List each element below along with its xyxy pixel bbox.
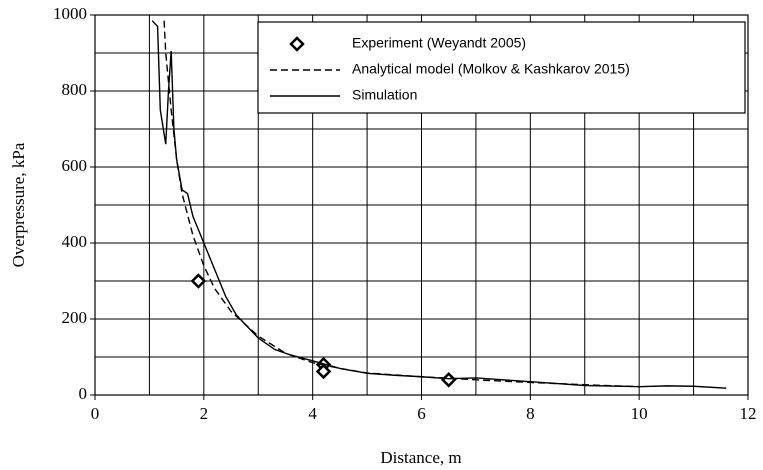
y-tick-label: 800 — [62, 80, 88, 99]
marker — [289, 36, 305, 52]
legend-label: Analytical model (Molkov & Kashkarov 201… — [352, 61, 630, 77]
y-tick-label: 200 — [62, 308, 88, 327]
x-tick-label: 8 — [526, 404, 535, 423]
y-axis-label: Overpressure, kPa — [9, 142, 28, 267]
y-tick-label: 600 — [62, 156, 88, 175]
x-tick-label: 10 — [631, 404, 648, 423]
data-line — [151, 20, 727, 389]
legend-box — [257, 21, 746, 114]
x-tick-label: 12 — [740, 404, 757, 423]
legend-label: Simulation — [352, 87, 417, 103]
legend-label: Experiment (Weyandt 2005) — [352, 35, 526, 51]
y-tick-label: 0 — [79, 384, 88, 403]
marker — [190, 273, 207, 289]
x-tick-label: 4 — [308, 404, 317, 423]
marker — [440, 372, 457, 388]
legend: Experiment (Weyandt 2005) Analytical mode… — [257, 21, 746, 114]
data-line — [163, 20, 640, 388]
y-tick-label: 400 — [62, 232, 88, 251]
marker — [315, 363, 332, 380]
x-tick-label: 0 — [91, 404, 100, 423]
x-tick-label: 6 — [417, 404, 426, 423]
y-tick-label: 1000 — [53, 4, 87, 23]
x-tick-label: 2 — [200, 404, 209, 423]
x-axis-label: Distance, m — [380, 448, 461, 467]
